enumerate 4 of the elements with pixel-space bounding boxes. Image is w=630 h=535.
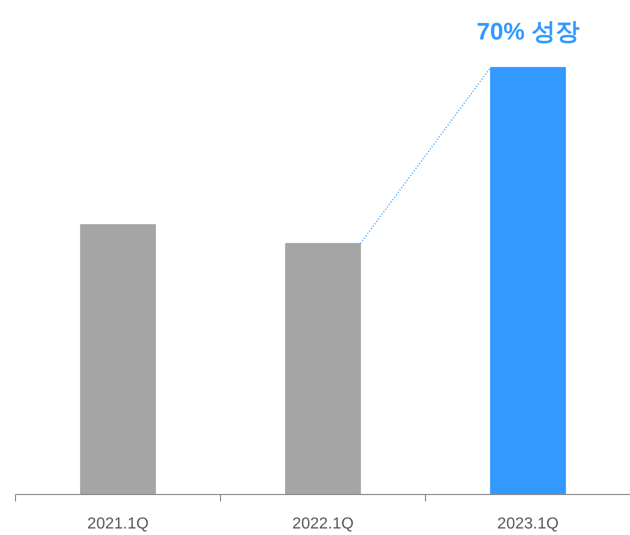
annotation: 70% 성장 [476,18,580,46]
x-tick-label: 2023.1Q [497,516,559,532]
x-tick-label: 2021.1Q [87,516,149,532]
x-tick-label: 2022.1Q [292,516,354,532]
